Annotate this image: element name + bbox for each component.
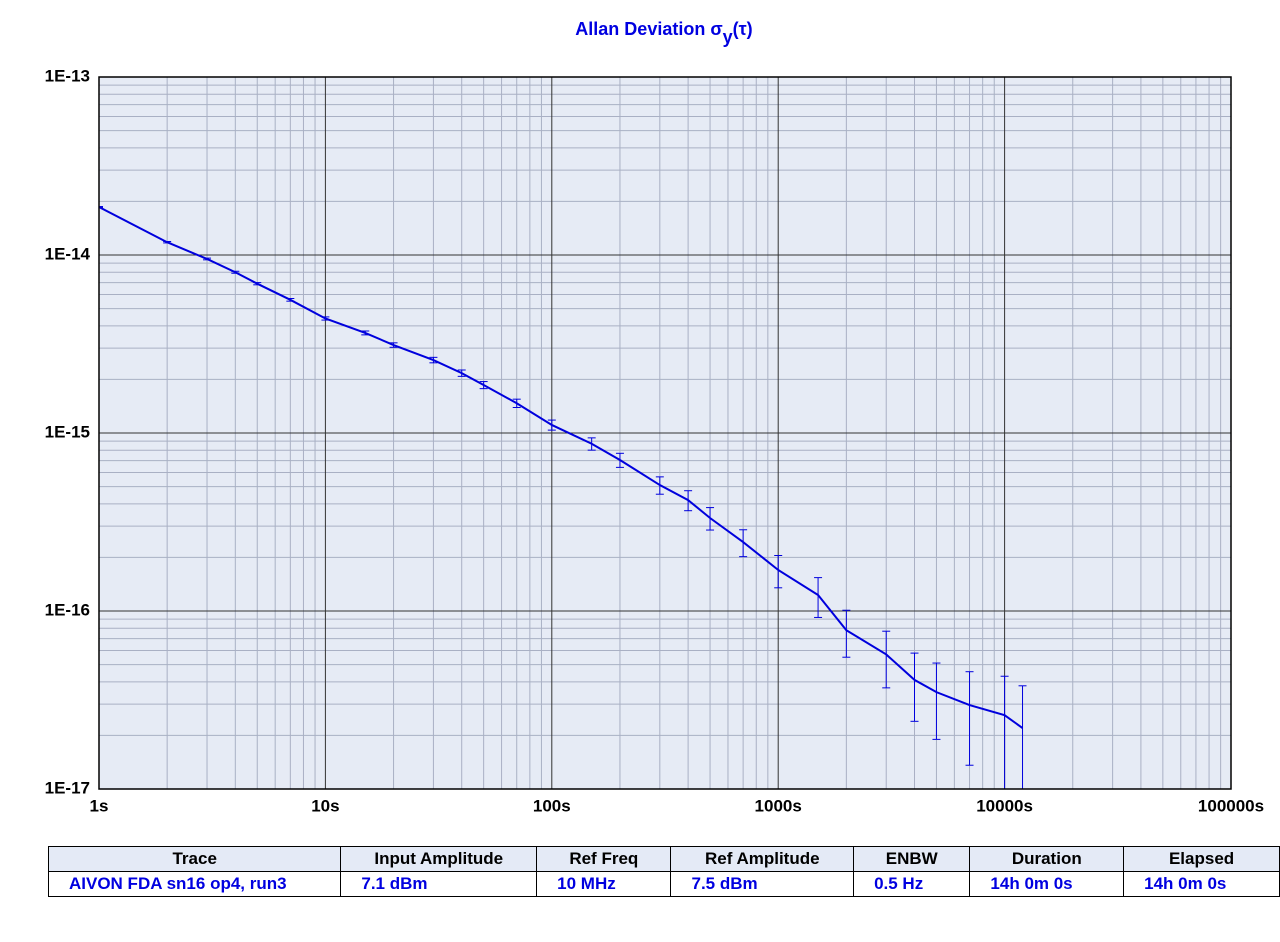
error-bar — [965, 671, 974, 766]
table-cell: 14h 0m 0s — [1123, 871, 1280, 897]
grid — [98, 76, 1232, 790]
data-row: AIVON FDA sn16 op4, run3 7.1 dBm 10 MHz 7.5… — [47, 871, 1280, 897]
error-bar — [1000, 675, 1009, 789]
table-cell: Trace — [47, 846, 342, 872]
title-part: Allan Deviation σ — [575, 19, 722, 39]
y-tick-label: 1E-15 — [45, 422, 90, 441]
table-cell: Elapsed — [1123, 846, 1280, 872]
y-tick-label: 1E-17 — [45, 778, 90, 797]
y-tick-label: 1E-16 — [45, 600, 90, 619]
x-tick-label: 100000s — [1198, 796, 1264, 815]
table-cell: 7.5 dBm — [670, 871, 855, 897]
error-bar — [910, 652, 919, 722]
x-tick-label: 1s — [90, 796, 109, 815]
table-cell: 0.5 Hz — [853, 871, 971, 897]
chart-title: Allan Deviation σy(τ) — [575, 19, 752, 47]
y-tick-label: 1E-14 — [45, 244, 91, 263]
y-tick-label: 1E-13 — [45, 66, 90, 85]
table-cell: 14h 0m 0s — [969, 871, 1125, 897]
x-tick-label: 10s — [311, 796, 339, 815]
x-tick-label: 10000s — [976, 796, 1033, 815]
error-bar — [882, 630, 891, 689]
table-cell: 10 MHz — [536, 871, 672, 897]
header-row: Trace Input Amplitude Ref Freq Ref Amplitud… — [47, 846, 1280, 872]
plot-frame — [98, 76, 1232, 790]
data-line — [99, 206, 1024, 729]
x-tick-label: 100s — [533, 796, 571, 815]
info-table: Trace Input Amplitude Ref Freq Ref Amplitud… — [47, 846, 1280, 897]
table-cell: ENBW — [853, 846, 971, 872]
title-subscript: y — [723, 27, 733, 47]
chart: Allan Deviation σy(τ) 1s 10s 100s 1000s 1000… — [45, 19, 1264, 816]
table-cell: Input Amplitude — [340, 846, 538, 872]
error-bar — [1018, 685, 1027, 789]
error-bar — [814, 577, 823, 618]
error-bar — [932, 662, 941, 740]
x-tick-label: 1000s — [755, 796, 802, 815]
table-cell: Ref Amplitude — [670, 846, 855, 872]
table-cell: AIVON FDA sn16 op4, run3 — [47, 871, 342, 897]
table-cell: 7.1 dBm — [340, 871, 538, 897]
table-cell: Ref Freq — [536, 846, 672, 872]
error-bar — [842, 609, 851, 658]
table-cell: Duration — [969, 846, 1125, 872]
error-bar — [774, 555, 783, 589]
marks — [99, 206, 1027, 789]
title-part: (τ) — [733, 19, 753, 39]
